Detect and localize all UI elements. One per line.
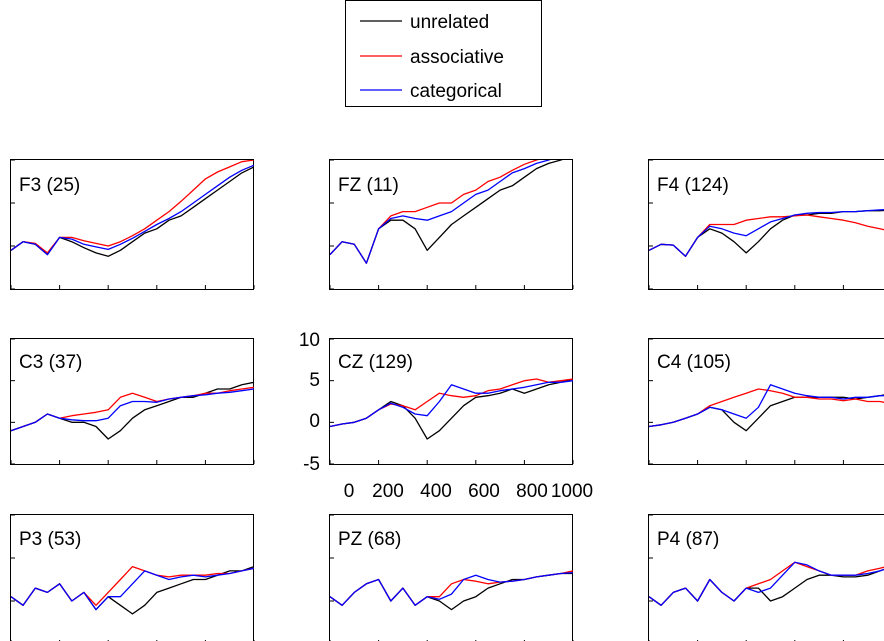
x-tick-labels: 0 200 400 600 800 1000	[344, 481, 593, 502]
y-tick-labels: 10 5 0 -5	[299, 330, 320, 475]
panel-frame	[329, 338, 573, 465]
panel-title: F3 (25)	[19, 175, 80, 196]
trace-p3-categorical	[11, 567, 254, 611]
panel-title: PZ (68)	[338, 529, 401, 550]
y-tick-label: -5	[303, 454, 320, 475]
panel-pz: PZ (68)	[329, 514, 573, 641]
x-tick-label: 600	[468, 481, 500, 502]
trace-f3-categorical	[11, 164, 254, 256]
panel-p4: P4 (87)	[648, 514, 884, 641]
legend-label-categorical: categorical	[410, 81, 502, 102]
panel-cz: CZ (129)	[329, 338, 573, 465]
panel-f3: F3 (25)	[10, 159, 254, 290]
y-tick-label: 5	[309, 370, 320, 391]
legend-box	[345, 0, 542, 107]
x-tick-label: 0	[344, 481, 355, 502]
legend-label-unrelated: unrelated	[410, 12, 489, 33]
panel-title: FZ (11)	[338, 175, 399, 196]
x-tick-label: 400	[420, 481, 452, 502]
panel-title: C3 (37)	[19, 352, 82, 373]
trace-f3-associative	[11, 160, 254, 254]
panel-title: F4 (124)	[657, 175, 729, 196]
trace-c3-categorical	[11, 388, 254, 432]
y-tick-label: 10	[299, 330, 320, 351]
panel-p3: P3 (53)	[10, 514, 254, 641]
trace-cz-categorical	[330, 380, 573, 428]
panel-f4: F4 (124)	[648, 159, 884, 290]
panel-title: P3 (53)	[19, 529, 81, 550]
x-tick-label: 1000	[551, 481, 593, 502]
panel-frame	[648, 338, 884, 465]
panel-title: C4 (105)	[657, 352, 731, 373]
panel-frame	[10, 159, 254, 290]
panel-title: P4 (87)	[657, 529, 719, 550]
panel-frame	[10, 514, 254, 641]
trace-c4-categorical	[649, 384, 884, 428]
panel-frame	[648, 514, 884, 641]
panel-title: CZ (129)	[338, 352, 413, 373]
x-tick-label: 200	[372, 481, 404, 502]
traces-layer	[11, 160, 884, 615]
legend-label-associative: associative	[410, 47, 504, 68]
trace-p4-categorical	[649, 561, 884, 606]
trace-pz-categorical	[330, 571, 573, 606]
panel-c4: C4 (105)	[648, 338, 884, 465]
legend: unrelated associative categorical	[345, 0, 542, 107]
y-tick-label: 0	[309, 411, 320, 432]
trace-fz-categorical	[330, 160, 551, 264]
x-tick-label: 800	[516, 481, 548, 502]
trace-f4-categorical	[649, 208, 884, 257]
